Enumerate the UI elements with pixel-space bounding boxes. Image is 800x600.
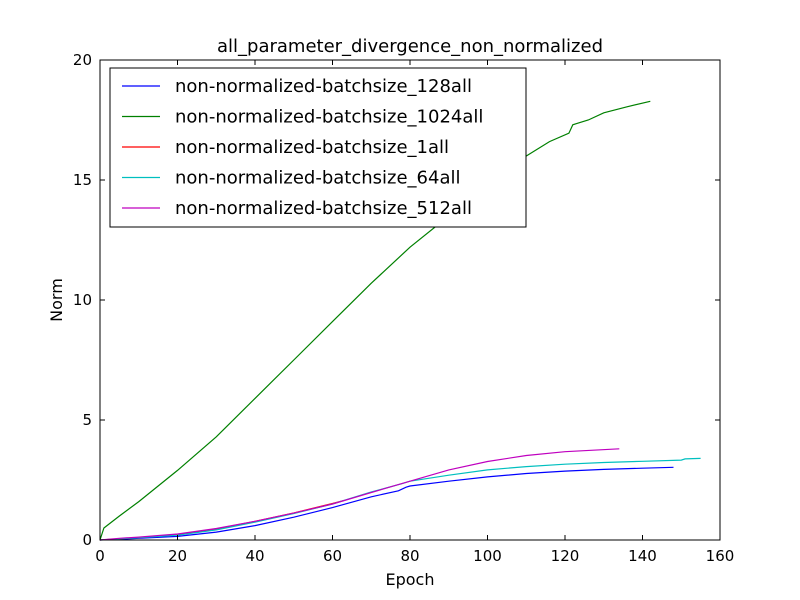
x-axis-title: Epoch — [386, 570, 435, 589]
series-line-1 — [99, 100, 651, 541]
y-tick-label: 0 — [82, 531, 92, 549]
legend-label: non-normalized-batchsize_64all — [175, 168, 461, 189]
legend-label: non-normalized-batchsize_1024all — [175, 107, 483, 128]
legend-label: non-normalized-batchsize_128all — [175, 76, 472, 97]
y-axis-title: Norm — [47, 278, 66, 322]
x-tick-label: 40 — [245, 547, 264, 565]
x-tick-label: 140 — [628, 547, 657, 565]
x-tick-label: 0 — [95, 547, 105, 565]
y-tick-label: 20 — [73, 51, 92, 69]
chart-title: all_parameter_divergence_non_normalized — [217, 36, 603, 57]
x-tick-label: 20 — [168, 547, 187, 565]
y-tick-label: 5 — [82, 411, 92, 429]
x-tick-label: 60 — [323, 547, 342, 565]
tick-layer: 0 20 40 60 80 100 120 140 160 0 5 10 15 20 — [73, 51, 734, 565]
legend: non-normalized-batchsize_128all non-norma… — [109, 67, 527, 228]
x-tick-label: 100 — [473, 547, 502, 565]
x-tick-label: 160 — [706, 547, 735, 565]
series-line-4 — [99, 448, 620, 541]
y-tick-label: 15 — [73, 171, 92, 189]
legend-label: non-normalized-batchsize_1all — [175, 137, 449, 158]
legend-label: non-normalized-batchsize_512all — [175, 198, 472, 219]
x-tick-label: 80 — [400, 547, 419, 565]
y-tick-label: 10 — [73, 291, 92, 309]
x-tick-label: 120 — [551, 547, 580, 565]
legend-box — [109, 67, 527, 228]
